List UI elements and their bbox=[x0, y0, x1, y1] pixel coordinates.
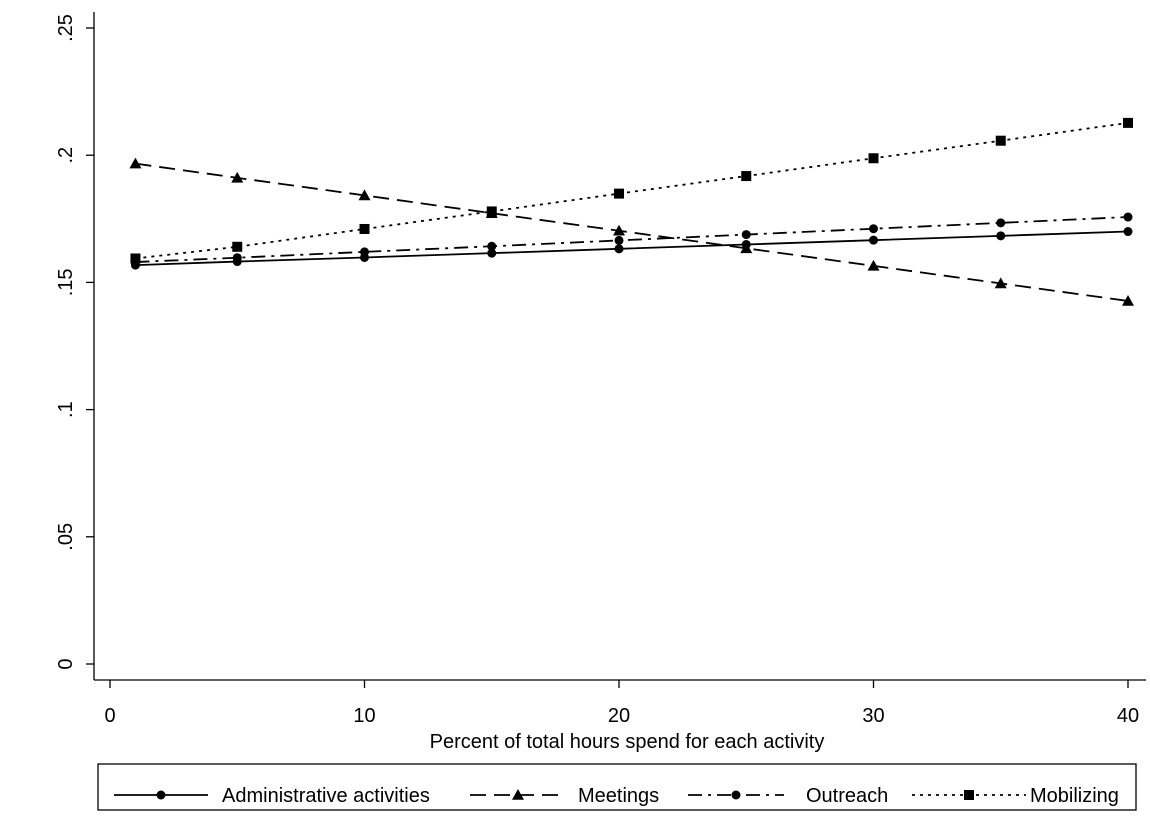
series-mobilizing bbox=[130, 117, 1133, 264]
data-point bbox=[994, 277, 1007, 289]
data-point bbox=[232, 241, 243, 252]
x-tick-label: 30 bbox=[862, 705, 884, 727]
y-tick-label: .1 bbox=[55, 401, 77, 418]
data-point bbox=[868, 153, 879, 164]
y-tick-label: .2 bbox=[55, 147, 77, 164]
x-axis-label: Percent of total hours spend for each ac… bbox=[430, 731, 825, 753]
data-point bbox=[487, 241, 497, 251]
series-line bbox=[135, 162, 1129, 302]
data-point bbox=[740, 242, 753, 254]
legend-label: Administrative activities bbox=[222, 785, 430, 807]
x-tick-label: 20 bbox=[608, 705, 630, 727]
legend-entry: Meetings bbox=[470, 785, 659, 807]
series-line bbox=[135, 121, 1129, 260]
data-point bbox=[995, 135, 1006, 146]
data-point bbox=[869, 235, 878, 245]
legend-box bbox=[97, 763, 1137, 811]
x-axis: 0 10 20 30 40 bbox=[94, 679, 1146, 727]
data-point bbox=[867, 259, 880, 271]
series-line bbox=[135, 216, 1129, 263]
data-point bbox=[487, 248, 497, 258]
y-axis: 0 .05 .1 .15 .2 .25 bbox=[55, 12, 95, 680]
y-tick-label: 0 bbox=[55, 658, 77, 669]
data-point bbox=[1123, 212, 1133, 222]
y-tick-label: .15 bbox=[55, 268, 77, 296]
legend-marker bbox=[512, 789, 524, 800]
data-point bbox=[869, 224, 878, 234]
data-point bbox=[231, 171, 244, 183]
data-point bbox=[359, 223, 370, 234]
legend-entry: Outreach bbox=[688, 785, 888, 807]
legend-label: Meetings bbox=[578, 785, 659, 807]
data-point bbox=[614, 188, 624, 199]
data-point bbox=[360, 247, 369, 257]
x-tick-label: 0 bbox=[104, 705, 115, 727]
data-point bbox=[358, 189, 371, 201]
legend-marker bbox=[156, 790, 166, 800]
legend-entry: Administrative activities bbox=[114, 785, 430, 807]
x-tick-label: 40 bbox=[1117, 705, 1139, 727]
data-point bbox=[996, 218, 1006, 228]
data-point bbox=[1122, 294, 1134, 306]
series-outreach bbox=[130, 212, 1133, 267]
plot-area bbox=[129, 117, 1134, 306]
series-administrative-activities bbox=[130, 227, 1133, 270]
data-point bbox=[741, 230, 751, 240]
data-point bbox=[613, 224, 625, 236]
legend: Administrative activities Meetings Outreac… bbox=[97, 763, 1137, 811]
data-point bbox=[614, 235, 624, 245]
x-tick-label: 10 bbox=[353, 705, 375, 727]
data-point bbox=[614, 244, 624, 254]
data-point bbox=[741, 171, 752, 182]
legend-marker bbox=[964, 790, 974, 800]
data-point bbox=[1123, 117, 1133, 128]
data-point bbox=[486, 206, 497, 217]
y-tick-label: .25 bbox=[55, 14, 77, 42]
legend-marker bbox=[731, 790, 741, 800]
data-point bbox=[996, 231, 1006, 241]
data-point bbox=[129, 157, 142, 169]
series-meetings bbox=[129, 157, 1134, 306]
data-point bbox=[130, 253, 141, 264]
data-point bbox=[232, 253, 242, 263]
legend-entry: Mobilizing bbox=[912, 785, 1119, 807]
series-line bbox=[135, 230, 1129, 267]
data-point bbox=[1123, 227, 1133, 237]
legend-label: Mobilizing bbox=[1030, 785, 1119, 807]
y-tick-label: .05 bbox=[55, 523, 77, 551]
legend-label: Outreach bbox=[806, 785, 888, 807]
